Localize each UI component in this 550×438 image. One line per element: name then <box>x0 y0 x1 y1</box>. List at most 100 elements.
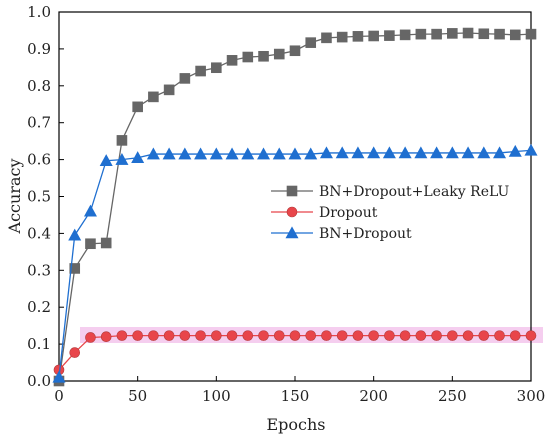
data-point-dropout <box>258 330 269 341</box>
data-point-dropout <box>289 330 301 341</box>
data-point-bn-dropout <box>524 143 538 156</box>
data-point-bn-dropout <box>382 146 396 159</box>
data-point-bn-dropout-leaky-relu <box>163 84 175 96</box>
data-point-bn-dropout-leaky-relu <box>242 51 254 63</box>
legend-label-dropout: Dropout <box>319 205 378 221</box>
data-point-bn-dropout <box>351 146 365 159</box>
data-point-dropout <box>399 330 411 341</box>
data-point-bn-dropout-leaky-relu <box>462 27 474 39</box>
data-point-bn-dropout-leaky-relu <box>148 91 159 103</box>
data-point-dropout <box>163 330 175 341</box>
data-point-bn-dropout-leaky-relu <box>226 55 238 66</box>
data-point-dropout <box>384 330 395 341</box>
data-point-bn-dropout-leaky-relu <box>69 263 81 274</box>
data-point-bn-dropout <box>414 146 428 159</box>
data-point-bn-dropout <box>461 146 475 159</box>
data-point-bn-dropout <box>68 228 82 241</box>
series-bn-dropout <box>52 143 538 383</box>
data-point-bn-dropout-leaky-relu <box>399 29 411 41</box>
data-point-dropout <box>462 330 474 341</box>
data-point-dropout <box>273 330 285 341</box>
data-point-dropout <box>336 330 348 341</box>
y-axis-title: Accuracy <box>5 159 24 235</box>
data-point-bn-dropout <box>146 147 160 160</box>
data-point-bn-dropout-leaky-relu <box>447 28 458 39</box>
data-point-bn-dropout <box>430 146 444 159</box>
data-point-bn-dropout-leaky-relu <box>478 28 490 40</box>
axes: 0 50 100 150 200 250 300 0.0 0.1 0.2 0.3 0.4 0.5 0.6 0… <box>27 3 545 405</box>
data-point-bn-dropout <box>477 146 491 159</box>
data-point-bn-dropout-leaky-relu <box>494 28 505 40</box>
data-point-bn-dropout-leaky-relu <box>273 48 285 60</box>
data-point-bn-dropout <box>178 147 192 160</box>
data-point-bn-dropout-leaky-relu <box>258 50 269 62</box>
data-point-dropout <box>179 330 191 341</box>
data-point-dropout <box>321 330 332 341</box>
legend-marker-dropout <box>286 206 298 218</box>
data-point-bn-dropout-leaky-relu <box>321 32 332 44</box>
data-point-bn-dropout-leaky-relu <box>368 30 379 42</box>
data-point-bn-dropout-leaky-relu <box>525 28 537 40</box>
x-axis-title: Epochs <box>266 415 325 434</box>
data-point-bn-dropout <box>493 146 507 159</box>
data-point-bn-dropout <box>131 151 145 164</box>
data-point-dropout <box>195 330 206 341</box>
y-tick-label: 0.9 <box>27 40 51 58</box>
legend: BN+Dropout+Leaky ReLU Dropout BN+Dropout <box>271 184 510 242</box>
data-point-bn-dropout <box>398 146 412 159</box>
x-tick-label: 0 <box>54 387 64 405</box>
data-point-dropout <box>525 330 537 341</box>
data-point-bn-dropout <box>335 146 349 159</box>
data-point-bn-dropout-leaky-relu <box>415 28 427 40</box>
x-tick-label: 250 <box>438 387 467 405</box>
y-tick-label: 0.2 <box>27 298 51 316</box>
x-tick-label: 300 <box>517 387 546 405</box>
data-point-bn-dropout <box>83 204 97 217</box>
data-point-bn-dropout <box>209 147 223 160</box>
data-point-dropout <box>415 330 427 341</box>
data-point-bn-dropout-leaky-relu <box>85 238 96 250</box>
data-point-bn-dropout <box>508 144 522 157</box>
legend-item-bn-dropout-leaky-relu: BN+Dropout+Leaky ReLU <box>271 184 510 200</box>
data-point-bn-dropout <box>241 147 255 160</box>
data-point-bn-dropout-leaky-relu <box>384 30 395 41</box>
data-point-dropout <box>431 330 442 341</box>
data-point-bn-dropout-leaky-relu <box>305 37 317 48</box>
data-point-dropout <box>509 330 521 341</box>
data-point-dropout <box>352 330 364 341</box>
y-tick-label: 0.7 <box>27 114 51 132</box>
data-point-dropout <box>478 330 490 341</box>
data-point-bn-dropout <box>272 147 286 160</box>
data-point-dropout <box>368 330 379 341</box>
data-point-dropout <box>132 330 143 341</box>
series-bn-dropout-leaky-relu <box>53 27 537 387</box>
data-point-bn-dropout-leaky-relu <box>352 31 364 42</box>
data-point-bn-dropout-leaky-relu <box>211 62 222 74</box>
data-point-bn-dropout-leaky-relu <box>116 135 128 146</box>
legend-marker-bn-dropout-leaky-relu <box>286 185 298 197</box>
data-point-bn-dropout-leaky-relu <box>509 29 521 41</box>
data-point-bn-dropout-leaky-relu <box>132 101 143 113</box>
data-point-bn-dropout <box>115 152 129 165</box>
data-point-bn-dropout <box>162 147 176 160</box>
y-tick-label: 0.8 <box>27 77 51 95</box>
series-layer <box>52 27 538 387</box>
data-point-bn-dropout <box>445 146 459 159</box>
data-point-dropout <box>148 330 159 341</box>
data-point-dropout <box>100 331 112 343</box>
data-point-bn-dropout <box>304 147 318 160</box>
data-point-dropout <box>85 332 96 343</box>
x-tick-label: 50 <box>128 387 147 405</box>
data-point-bn-dropout <box>288 147 302 160</box>
y-tick-label: 1.0 <box>27 3 51 21</box>
data-point-dropout <box>69 347 81 358</box>
data-point-dropout <box>226 330 238 341</box>
data-point-bn-dropout-leaky-relu <box>431 28 442 40</box>
data-point-bn-dropout-leaky-relu <box>289 45 301 57</box>
legend-label-bn-dropout-leaky-relu: BN+Dropout+Leaky ReLU <box>319 184 510 200</box>
data-point-bn-dropout <box>367 146 381 159</box>
y-tick-label: 0.5 <box>27 188 51 206</box>
x-tick-label: 100 <box>202 387 231 405</box>
